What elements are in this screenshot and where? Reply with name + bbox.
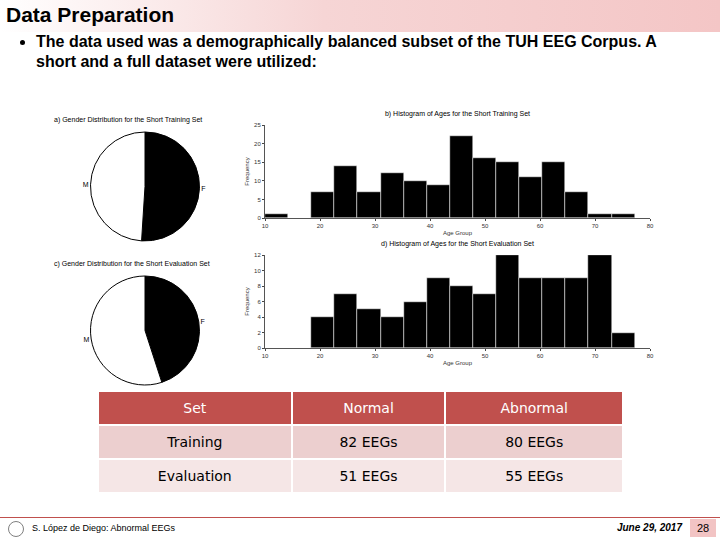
svg-text:4: 4 (257, 314, 261, 320)
svg-text:60: 60 (537, 353, 544, 359)
html-text:Normal: Normal (343, 400, 394, 416)
svg-text:Frequency: Frequency (244, 287, 250, 315)
svg-text:40: 40 (427, 353, 434, 359)
html-text:Set: Set (183, 400, 207, 416)
html-text:82 EEGs: 82 EEGs (339, 434, 398, 450)
svg-text:30: 30 (372, 353, 379, 359)
html-text:Abnormal: Abnormal (500, 400, 568, 416)
svg-text:20: 20 (317, 353, 324, 359)
svg-text:50: 50 (482, 223, 489, 229)
html-text:80 EEGs: 80 EEGs (505, 434, 564, 450)
html-text:The data used was a demographi: The data used was a demographically bala… (36, 33, 657, 70)
svg-text:15: 15 (254, 159, 261, 165)
svg-text:0: 0 (257, 215, 261, 221)
svg-text:30: 30 (372, 223, 379, 229)
html-text:55 EEGs: 55 EEGs (505, 468, 564, 484)
svg-text:F: F (201, 185, 205, 192)
html-text:28: 28 (696, 522, 710, 534)
svg-text:70: 70 (592, 223, 599, 229)
svg-text:2: 2 (257, 330, 261, 336)
svg-text:20: 20 (254, 141, 261, 147)
svg-text:20: 20 (317, 223, 324, 229)
svg-text:d) Histogram of Ages for the S: d) Histogram of Ages for the Short Evalu… (381, 240, 534, 248)
svg-text:M: M (83, 336, 89, 343)
svg-text:6: 6 (257, 299, 261, 305)
html-text:June 29, 2017: June 29, 2017 (617, 522, 682, 533)
svg-text:10: 10 (262, 223, 269, 229)
html-text:Data Preparation: Data Preparation (6, 3, 175, 26)
svg-text:5: 5 (257, 197, 261, 203)
svg-text:10: 10 (254, 268, 261, 274)
html-text:S. López de Diego: Abnormal EE: S. López de Diego: Abnormal EEGs (32, 523, 176, 533)
svg-text:Age Group: Age Group (443, 360, 473, 366)
svg-text:50: 50 (482, 353, 489, 359)
svg-text:M: M (83, 181, 89, 188)
html-text:51 EEGs: 51 EEGs (339, 468, 398, 484)
svg-text:Frequency: Frequency (244, 157, 250, 185)
svg-text:b) Histogram of Ages for the S: b) Histogram of Ages for the Short Train… (385, 110, 530, 118)
html-text:Evaluation: Evaluation (157, 468, 232, 484)
svg-text:25: 25 (254, 122, 261, 128)
svg-text:12: 12 (254, 252, 261, 258)
svg-text:70: 70 (592, 353, 599, 359)
svg-text:F: F (201, 318, 205, 325)
html-text:Training: Training (167, 434, 223, 450)
svg-text:a) Gender Distribution for the: a) Gender Distribution for the Short Tra… (54, 116, 202, 124)
svg-text:8: 8 (257, 283, 261, 289)
svg-text:80: 80 (647, 223, 654, 229)
svg-text:10: 10 (262, 353, 269, 359)
svg-text:0: 0 (257, 345, 261, 351)
svg-text:10: 10 (254, 178, 261, 184)
svg-text:60: 60 (537, 223, 544, 229)
svg-text:Age Group: Age Group (443, 230, 473, 236)
svg-text:c) Gender Distribution for the: c) Gender Distribution for the Short Eva… (54, 260, 210, 268)
svg-text:80: 80 (647, 353, 654, 359)
svg-text:40: 40 (427, 223, 434, 229)
